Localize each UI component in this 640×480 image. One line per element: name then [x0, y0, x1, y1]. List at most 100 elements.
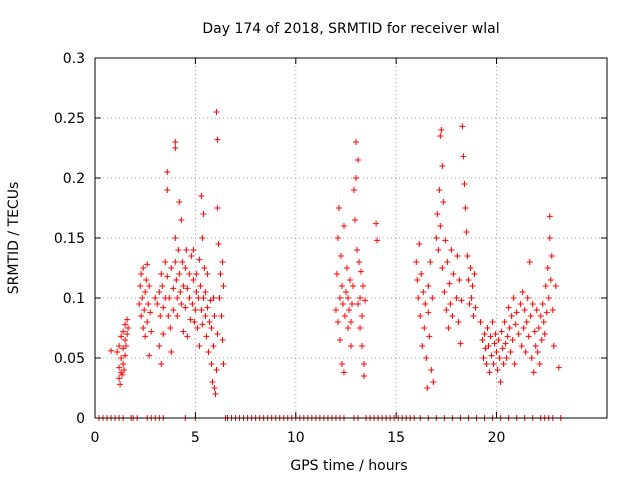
data-point [122, 352, 129, 359]
data-point [189, 301, 196, 307]
data-point [461, 181, 468, 187]
data-point [460, 153, 467, 160]
data-point [172, 259, 179, 265]
data-point [124, 331, 131, 337]
x-tick-label: 10 [287, 430, 305, 446]
data-point [348, 319, 354, 325]
data-point [170, 307, 177, 313]
data-point [349, 301, 356, 307]
data-point [211, 313, 218, 319]
data-point [204, 271, 211, 277]
data-point [547, 277, 554, 283]
data-point [339, 301, 346, 307]
data-point [455, 319, 462, 325]
data-point [156, 289, 163, 295]
data-point [350, 283, 357, 289]
data-point [546, 235, 553, 241]
data-point [522, 349, 529, 355]
data-point [186, 271, 193, 277]
data-point [209, 379, 216, 385]
data-point [515, 331, 522, 337]
data-point [437, 223, 444, 229]
data-point [139, 295, 146, 301]
data-point [168, 349, 175, 355]
data-point [472, 304, 479, 311]
data-point [183, 247, 190, 253]
data-point [188, 253, 195, 259]
data-point [198, 193, 205, 199]
data-point [546, 213, 553, 220]
data-point [138, 271, 145, 277]
data-point [356, 259, 363, 265]
data-point [219, 337, 226, 343]
chart-title: Day 174 of 2018, SRMTID for receiver wla… [202, 21, 499, 37]
data-point [450, 271, 457, 277]
data-point [220, 283, 227, 289]
data-point [536, 361, 543, 367]
data-point [485, 343, 492, 349]
data-point [201, 265, 208, 271]
data-point [194, 325, 201, 331]
data-point [345, 307, 352, 313]
data-point [200, 295, 207, 301]
data-point [467, 265, 474, 271]
data-point [340, 369, 347, 376]
data-point [120, 361, 127, 367]
data-point [517, 301, 524, 307]
data-point [142, 289, 149, 295]
data-point [207, 297, 214, 304]
data-point [464, 253, 471, 259]
data-point [424, 385, 431, 391]
data-point [448, 247, 455, 253]
data-point [124, 316, 131, 323]
data-point [506, 325, 513, 331]
data-point [436, 187, 443, 193]
data-point [146, 352, 153, 359]
data-point [217, 271, 224, 277]
data-point [458, 297, 465, 304]
data-point [121, 367, 128, 373]
data-point [164, 273, 171, 280]
data-point [477, 319, 484, 325]
data-point [164, 169, 171, 175]
data-point [344, 325, 351, 331]
data-point [176, 199, 183, 205]
data-point [119, 371, 126, 378]
x-axis-label: GPS time / hours [290, 458, 407, 474]
data-point [492, 331, 499, 337]
data-point [116, 364, 123, 371]
data-point [434, 211, 441, 217]
data-point [213, 109, 220, 115]
data-point [540, 319, 547, 325]
data-point [439, 265, 446, 271]
data-point [361, 373, 368, 379]
data-point [352, 217, 359, 223]
data-point [496, 355, 503, 361]
data-point [336, 295, 343, 301]
data-point [555, 364, 562, 371]
data-point [499, 345, 506, 352]
data-point [177, 289, 184, 295]
data-point [179, 259, 186, 265]
data-point [487, 333, 494, 340]
data-point [359, 343, 366, 349]
data-point [116, 375, 123, 382]
data-point [440, 199, 447, 205]
data-point [160, 331, 167, 337]
data-point [491, 340, 498, 347]
data-point [529, 301, 536, 307]
data-point [147, 309, 154, 316]
y-tick-label: 0.15 [54, 231, 85, 247]
data-point [490, 361, 497, 367]
data-point [172, 139, 179, 145]
data-point [190, 277, 197, 283]
data-point [148, 328, 155, 335]
data-point [116, 343, 123, 349]
y-tick-label: 0.2 [63, 171, 85, 187]
data-point [346, 277, 353, 283]
data-point [118, 355, 125, 361]
data-point [333, 271, 340, 277]
x-tick-label: 5 [191, 430, 200, 446]
data-point [360, 283, 367, 289]
